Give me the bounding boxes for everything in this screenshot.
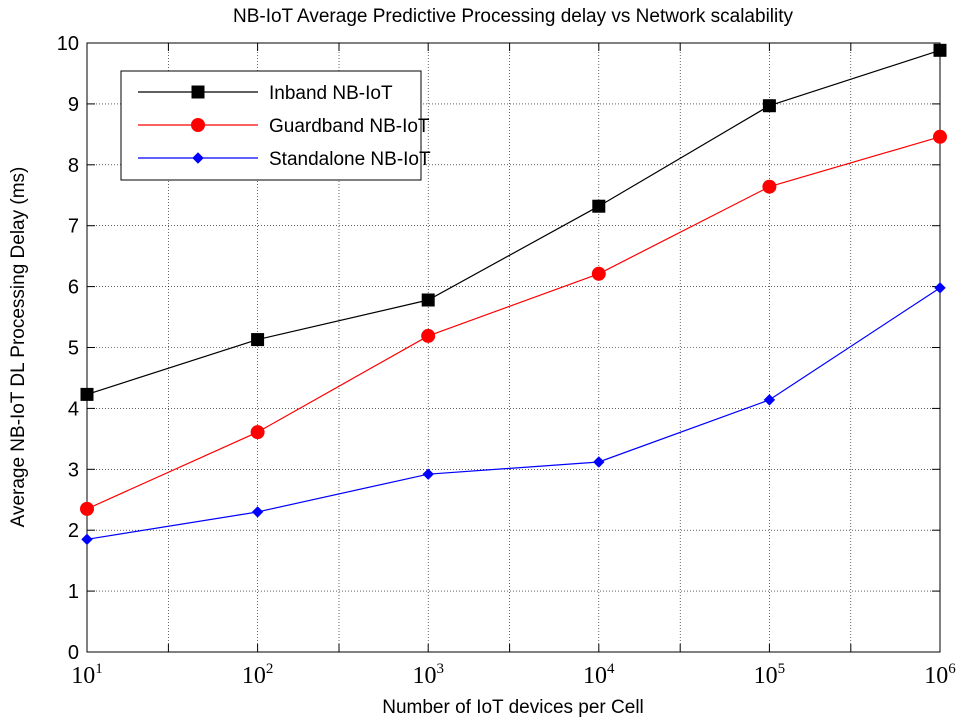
data-point-diamond	[934, 282, 946, 294]
data-point-circle	[762, 179, 777, 194]
data-point-square	[762, 99, 776, 113]
y-tick-label: 7	[68, 216, 79, 238]
data-point-square	[421, 293, 435, 307]
legend-label: Inband NB-IoT	[269, 83, 393, 104]
legend: Inband NB-IoT Guardband NB-IoT Standalone …	[120, 70, 431, 181]
x-tick-label: 103	[412, 661, 444, 689]
data-point-circle	[250, 425, 265, 440]
legend-marker-diamond	[192, 152, 204, 164]
series-line	[86, 136, 941, 510]
chart-title: NB-IoT Average Predictive Processing del…	[233, 6, 794, 27]
x-tick-label: 106	[924, 661, 956, 689]
legend-item: Guardband NB-IoT	[138, 116, 430, 137]
x-tick-label: 102	[242, 661, 274, 689]
data-point-circle	[591, 266, 606, 281]
x-tick-labels: 101 102 103 104 105 106	[71, 661, 956, 689]
data-point-square	[592, 199, 606, 213]
y-tick-label: 2	[68, 520, 79, 542]
y-tick-label: 3	[68, 459, 79, 481]
y-tick-label: 9	[68, 94, 79, 116]
series-line	[86, 287, 941, 540]
data-point-diamond	[422, 468, 434, 480]
data-point-square	[251, 333, 265, 347]
x-tick-label: 104	[583, 661, 615, 689]
y-tick-label: 8	[68, 155, 79, 177]
series-1	[80, 43, 947, 401]
legend-marker-circle	[191, 118, 205, 132]
data-point-square	[80, 387, 94, 401]
series-3	[81, 282, 946, 546]
y-tick-label: 10	[57, 33, 79, 55]
data-point-diamond	[593, 456, 605, 468]
data-point-diamond	[251, 506, 264, 518]
y-tick-label: 5	[68, 338, 79, 360]
series-line	[86, 49, 941, 395]
data-point-circle	[421, 328, 436, 343]
y-tick-label: 1	[68, 581, 79, 603]
data-point-circle	[80, 501, 94, 516]
data-point-diamond	[81, 533, 93, 546]
x-tick-label: 101	[71, 661, 103, 689]
legend-label: Standalone NB-IoT	[269, 149, 431, 170]
x-axis-label: Number of IoT devices per Cell	[382, 697, 644, 718]
data-point-circle	[933, 129, 947, 144]
legend-items: Inband NB-IoT Guardband NB-IoT Standalone …	[138, 83, 431, 170]
series-group	[80, 43, 947, 546]
series-2	[80, 129, 947, 516]
y-tick-label: 4	[68, 398, 79, 420]
y-tick-label: 6	[68, 277, 79, 299]
data-point-square	[933, 43, 947, 57]
legend-marker-square	[191, 85, 205, 99]
y-tick-labels: 0 1 2 3 4 5 6 7 8 9 10	[57, 33, 79, 664]
legend-item: Inband NB-IoT	[138, 83, 393, 104]
data-point-diamond	[763, 394, 776, 406]
x-tick-label: 105	[754, 661, 786, 689]
y-axis-label: Average NB-IoT DL Processing Delay (ms)	[8, 167, 29, 528]
y-tick-label: 0	[68, 642, 79, 664]
legend-label: Guardband NB-IoT	[269, 116, 430, 137]
legend-item: Standalone NB-IoT	[138, 149, 431, 170]
